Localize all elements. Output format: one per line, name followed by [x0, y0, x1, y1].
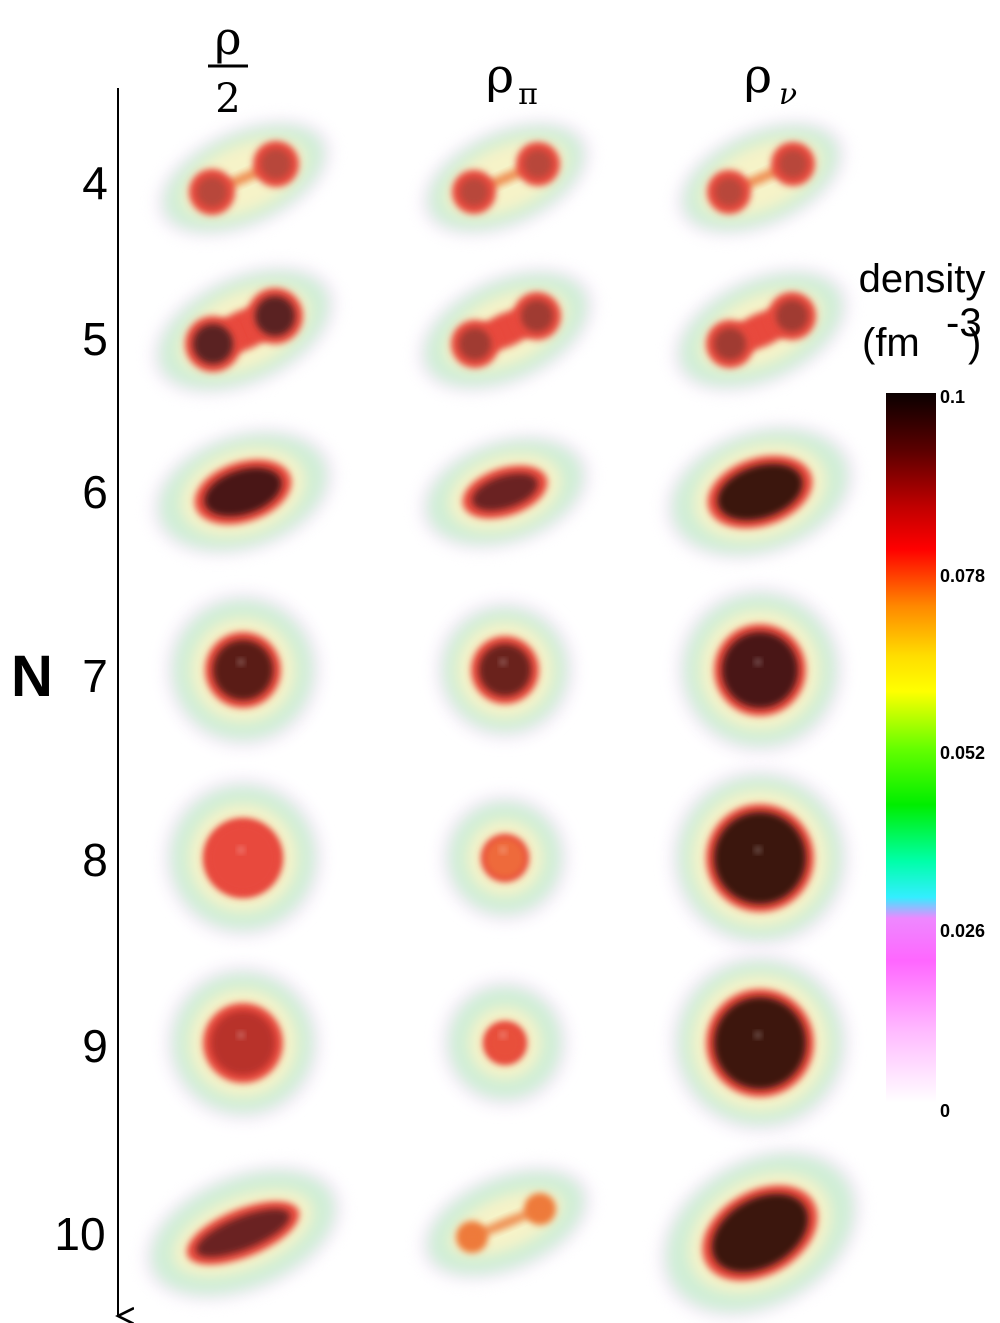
row-label-n9: 9 — [82, 1020, 108, 1072]
colorbar-unit-base: (fm — [862, 321, 920, 365]
density-map-n4-rho-pi — [419, 117, 593, 239]
density-map-n8-rho-nu — [668, 766, 852, 950]
n-axis-label: N — [11, 644, 53, 709]
density-map-n8-rho-pi — [439, 792, 571, 924]
header-rho-pi: ρ π — [486, 48, 538, 112]
density-map-n6-half-rho — [149, 425, 337, 559]
header-rho-nu-symbol: ρ — [744, 48, 772, 104]
density-map-n7-half-rho — [163, 590, 323, 750]
density-map-n4-half-rho — [154, 117, 334, 239]
row-label-n6: 6 — [82, 466, 108, 518]
colorbar-tick-4: 0 — [940, 1101, 950, 1121]
density-map-grid — [142, 117, 863, 1321]
header-rho-nu-subscript: ν — [779, 77, 797, 112]
header-half-rho-symbol: ρ — [214, 11, 241, 65]
density-map-n6-rho-pi — [417, 431, 593, 553]
density-map-n10-rho-nu — [657, 1145, 863, 1321]
density-map-n10-rho-pi — [418, 1163, 594, 1283]
colorbar-gradient — [886, 393, 936, 1103]
density-map-n5-half-rho — [149, 263, 339, 397]
density-map-n9-rho-nu — [668, 951, 852, 1135]
density-map-n4-rho-nu — [674, 117, 848, 239]
header-half-rho-denominator: 2 — [215, 76, 240, 122]
colorbar-title: density — [859, 257, 986, 301]
density-map-n6-rho-nu — [662, 422, 858, 562]
header-rho-pi-symbol: ρ — [486, 48, 514, 104]
header-rho-nu: ρ ν — [744, 48, 797, 112]
density-map-n7-rho-nu — [674, 584, 846, 756]
density-map-n9-rho-pi — [439, 977, 571, 1109]
density-map-n8-half-rho — [161, 776, 325, 940]
colorbar-tick-0: 0.1 — [940, 387, 965, 407]
colorbar-unit-exponent: -3 — [946, 301, 982, 345]
header-half-rho: ρ 2 — [208, 11, 248, 122]
density-map-n9-half-rho — [163, 963, 323, 1123]
header-rho-pi-subscript: π — [518, 77, 538, 112]
density-map-n10-half-rho — [142, 1163, 344, 1303]
colorbar-tick-1: 0.078 — [940, 566, 985, 586]
row-label-n5: 5 — [82, 313, 108, 365]
row-label-n8: 8 — [82, 834, 108, 886]
colorbar-tick-2: 0.052 — [940, 743, 985, 763]
row-label-n4: 4 — [82, 157, 108, 209]
row-label-n7: 7 — [82, 650, 108, 702]
colorbar-unit: (fm -3 ) — [862, 301, 982, 365]
colorbar-unit-close: ) — [968, 321, 981, 365]
density-map-n7-rho-pi — [433, 598, 577, 742]
colorbar: density (fm -3 ) 0.1 0.078 0.052 0.026 0 — [859, 257, 986, 1121]
colorbar-tick-3: 0.026 — [940, 921, 985, 941]
density-map-n5-rho-nu — [670, 265, 852, 395]
row-label-n10: 10 — [54, 1208, 105, 1260]
density-map-n5-rho-pi — [415, 265, 597, 395]
